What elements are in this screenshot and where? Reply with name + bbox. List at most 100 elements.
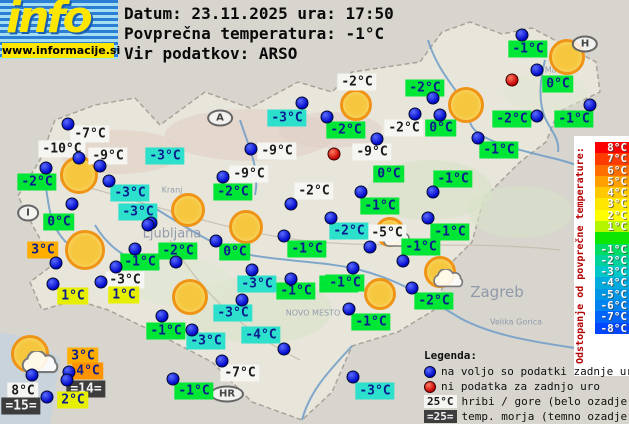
station-dot-blue bbox=[426, 91, 440, 105]
temp-label: -1°C bbox=[351, 313, 391, 331]
station-dot-blue bbox=[61, 117, 75, 131]
temp-label: -3°C bbox=[213, 304, 253, 322]
legend-item: ni podatka za zadnjo uro bbox=[424, 379, 629, 394]
scale-cells: 8°C 7°C 6°C 5°C 4°C 3°C 2°C 1°C -1°C -2°C -3°C -4°C… bbox=[595, 142, 629, 334]
road-sign: HR bbox=[209, 385, 245, 403]
temp-label: -2°C bbox=[405, 79, 445, 97]
header-source-line: Vir podatkov: ARSO bbox=[124, 44, 298, 63]
scale-cell: 1°C bbox=[595, 220, 629, 233]
scale-cell: -1°C bbox=[595, 243, 629, 255]
station-dot-blue bbox=[354, 185, 368, 199]
station-dot-blue bbox=[25, 368, 39, 382]
temp-label: 0°C bbox=[425, 119, 457, 137]
temp-label: -1°C bbox=[401, 238, 441, 256]
temp-label: -3°C bbox=[145, 147, 185, 165]
temp-label: -7°C bbox=[70, 125, 110, 143]
station-dot-blue bbox=[342, 302, 356, 316]
temp-label: -1°C bbox=[276, 282, 316, 300]
sun-icon bbox=[364, 278, 396, 310]
station-dot-blue bbox=[244, 142, 258, 156]
station-dot-blue bbox=[60, 373, 74, 387]
station-dot-blue bbox=[94, 275, 108, 289]
station-dot-blue bbox=[363, 240, 377, 254]
legend-item: na voljo so podatki zadnje ure bbox=[424, 364, 629, 379]
scale-cell: 4°C bbox=[595, 187, 629, 199]
temp-label: 1°C bbox=[57, 287, 89, 305]
station-dot-blue bbox=[128, 242, 142, 256]
cloud-icon bbox=[19, 349, 63, 375]
temp-label: -3°C bbox=[237, 275, 277, 293]
temp-label: -2°C bbox=[294, 182, 334, 200]
temp-label: -9°C bbox=[352, 143, 392, 161]
scale-cell: 3°C bbox=[595, 198, 629, 210]
station-dot-blue bbox=[235, 293, 249, 307]
station-dot-blue bbox=[530, 63, 544, 77]
temp-label: -2°C bbox=[384, 119, 424, 137]
city-label: Zagreb bbox=[470, 283, 524, 301]
scale-cell: 7°C bbox=[595, 153, 629, 165]
city-label: Kranj bbox=[161, 185, 183, 195]
temp-label: -4°C bbox=[241, 326, 281, 344]
legend-item-label: na voljo so podatki zadnje ure bbox=[441, 365, 629, 378]
station-dot-blue bbox=[245, 263, 259, 277]
sun-icon bbox=[171, 193, 205, 227]
station-dot-blue bbox=[72, 151, 86, 165]
scale-cell: 2°C bbox=[595, 209, 629, 221]
road-sign: A bbox=[207, 109, 233, 127]
scale-cell: -3°C bbox=[595, 266, 629, 278]
temp-label: -1°C bbox=[433, 170, 473, 188]
logo-url-link[interactable]: www.informacije.si bbox=[2, 43, 121, 58]
station-dot-blue bbox=[185, 323, 199, 337]
station-dot-blue bbox=[40, 390, 54, 404]
scale-cell: 8°C bbox=[595, 142, 629, 154]
temp-label: -2°C bbox=[158, 242, 198, 260]
station-dot-blue bbox=[93, 159, 107, 173]
temp-label: -1°C bbox=[325, 274, 365, 292]
scale-cell: 5°C bbox=[595, 175, 629, 188]
station-dot-blue bbox=[284, 272, 298, 286]
temp-label: -1°C bbox=[120, 253, 160, 271]
station-dot-blue bbox=[155, 309, 169, 323]
station-dot-blue bbox=[433, 108, 447, 122]
temp-label: -2°C bbox=[492, 110, 532, 128]
sun-icon bbox=[172, 279, 208, 315]
station-dot-blue bbox=[408, 107, 422, 121]
header-info: Datum: 23.11.2025 ura: 17:50 Povprečna t… bbox=[124, 4, 394, 64]
temp-label: -2°C bbox=[213, 183, 253, 201]
station-dot-blue bbox=[471, 131, 485, 145]
station-dot-blue bbox=[515, 28, 529, 42]
sun-icon bbox=[448, 87, 484, 123]
header-date-line: Datum: 23.11.2025 ura: 17:50 bbox=[124, 4, 394, 23]
station-dot-blue bbox=[277, 342, 291, 356]
temp-label: -3°C bbox=[355, 382, 395, 400]
station-dot-blue bbox=[284, 197, 298, 211]
scale-cell: -4°C bbox=[595, 277, 629, 289]
temp-label: -1°C bbox=[554, 110, 594, 128]
logo-wordmark: info bbox=[6, 0, 93, 43]
station-dot-red bbox=[327, 147, 341, 161]
temp-label: =15= bbox=[1, 397, 41, 415]
scale-title: Odstopanje od povprečne temperature: bbox=[575, 147, 586, 365]
site-logo: info www.informacije.si bbox=[0, 0, 121, 59]
sun-icon bbox=[340, 89, 372, 121]
temp-label: -2°C bbox=[337, 73, 377, 91]
temp-label: -1°C bbox=[174, 382, 214, 400]
road-sign: H bbox=[571, 35, 599, 53]
cloud-icon bbox=[431, 268, 467, 289]
station-dot-blue bbox=[295, 96, 309, 110]
station-dot-blue bbox=[583, 98, 597, 112]
no-data-dot-icon bbox=[424, 380, 436, 393]
station-dot-blue bbox=[370, 132, 384, 146]
temp-label: -1°C bbox=[146, 322, 186, 340]
scale-cell bbox=[595, 232, 629, 244]
city-label: Ljubljana bbox=[142, 226, 202, 242]
temp-label: 0°C bbox=[43, 213, 75, 231]
station-dot-blue bbox=[102, 174, 116, 188]
temp-label: 4°C bbox=[72, 362, 104, 380]
station-dot-blue bbox=[346, 370, 360, 384]
temp-label: -9°C bbox=[229, 165, 269, 183]
scale-cell: -8°C bbox=[595, 322, 629, 334]
station-dot-blue bbox=[324, 211, 338, 225]
header-avg-temp-line: Povprečna temperatura: -1°C bbox=[124, 24, 385, 43]
